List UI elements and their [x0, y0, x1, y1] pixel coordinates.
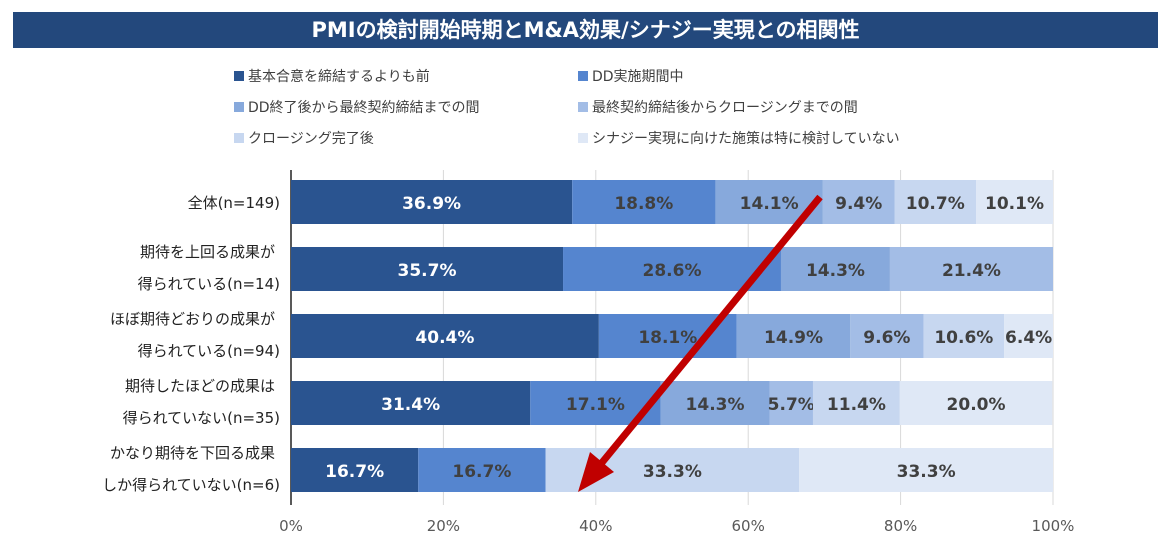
bar-segment	[572, 180, 716, 224]
legend-swatch	[578, 102, 588, 112]
data-label: 17.1%	[566, 395, 625, 415]
category-label: 期待したほどの成果は	[125, 377, 275, 395]
x-tick-label: 0%	[279, 517, 303, 535]
bar-segment	[769, 381, 813, 425]
bar-segment	[291, 247, 564, 291]
data-label: 5.7%	[768, 395, 815, 415]
legend-label: DD実施期間中	[592, 69, 684, 85]
data-label: 6.4%	[1005, 328, 1052, 348]
bar-segment	[822, 180, 895, 224]
legend-label: 最終契約締結後からクロージングまでの間	[592, 99, 858, 116]
data-label: 14.9%	[764, 328, 823, 348]
category-label: 全体(n=149)	[188, 194, 280, 212]
legend-swatch	[578, 71, 588, 81]
data-label: 20.0%	[947, 395, 1006, 415]
x-tick-label: 80%	[884, 517, 917, 535]
legend-swatch	[234, 102, 244, 112]
x-tick-label: 100%	[1032, 517, 1075, 535]
x-tick-label: 40%	[579, 517, 612, 535]
category-label: 期待を上回る成果が	[140, 243, 275, 261]
legend-label: 基本合意を締結するよりも前	[248, 68, 430, 85]
data-label: 36.9%	[402, 194, 461, 214]
data-label: 10.1%	[985, 194, 1044, 214]
x-tick-label: 60%	[732, 517, 765, 535]
legend-label: DD終了後から最終契約締結までの間	[248, 99, 480, 116]
bar-segment	[976, 180, 1053, 224]
data-label: 9.4%	[835, 194, 882, 214]
data-label: 40.4%	[415, 328, 474, 348]
data-label: 16.7%	[452, 462, 511, 482]
data-label: 33.3%	[897, 462, 956, 482]
data-label: 10.7%	[906, 194, 965, 214]
data-label: 28.6%	[643, 261, 702, 281]
bar-segment	[660, 381, 770, 425]
data-label: 33.3%	[643, 462, 702, 482]
category-label: 得られている(n=14)	[138, 275, 280, 293]
data-label: 14.3%	[806, 261, 865, 281]
legend-label: クロージング完了後	[248, 131, 374, 147]
data-label: 14.3%	[686, 395, 745, 415]
category-label: ほぼ期待どおりの成果が	[110, 310, 275, 328]
bar-segment	[923, 314, 1005, 358]
bar-segment	[850, 314, 924, 358]
bar-segment	[1004, 314, 1053, 358]
arrow-shaft	[597, 194, 823, 468]
bar-segment	[291, 381, 531, 425]
data-label: 11.4%	[827, 395, 886, 415]
data-label: 35.7%	[398, 261, 457, 281]
legend-label: シナジー実現に向けた施策は特に検討していない	[592, 130, 900, 147]
bar-segment	[799, 448, 1053, 492]
x-tick-label: 20%	[427, 517, 460, 535]
data-label: 18.8%	[614, 194, 673, 214]
bar-segment	[418, 448, 546, 492]
arrow-head	[578, 452, 614, 492]
bar-segment	[291, 314, 599, 358]
data-label: 21.4%	[942, 261, 1001, 281]
bar-segment	[291, 180, 573, 224]
legend-swatch	[578, 133, 588, 143]
category-label: 得られている(n=94)	[138, 342, 280, 360]
data-label: 14.1%	[740, 194, 799, 214]
bar-segment	[291, 448, 419, 492]
legend-swatch	[234, 71, 244, 81]
data-label: 9.6%	[863, 328, 910, 348]
data-label: 18.1%	[638, 328, 697, 348]
bar-segment	[889, 247, 1053, 291]
data-label: 31.4%	[381, 395, 440, 415]
chart-title: PMIの検討開始時期とM&A効果/シナジー実現との相関性	[13, 12, 1158, 48]
category-label: しか得られていない(n=6)	[102, 476, 280, 494]
legend-swatch	[234, 133, 244, 143]
data-label: 10.6%	[934, 328, 993, 348]
category-label: かなり期待を下回る成果	[110, 444, 275, 462]
bar-segment	[812, 381, 900, 425]
bar-segment	[894, 180, 977, 224]
bar-segment	[736, 314, 851, 358]
category-label: 得られていない(n=35)	[123, 409, 280, 427]
data-label: 16.7%	[325, 462, 384, 482]
bar-segment	[899, 381, 1053, 425]
bar-segment	[780, 247, 890, 291]
